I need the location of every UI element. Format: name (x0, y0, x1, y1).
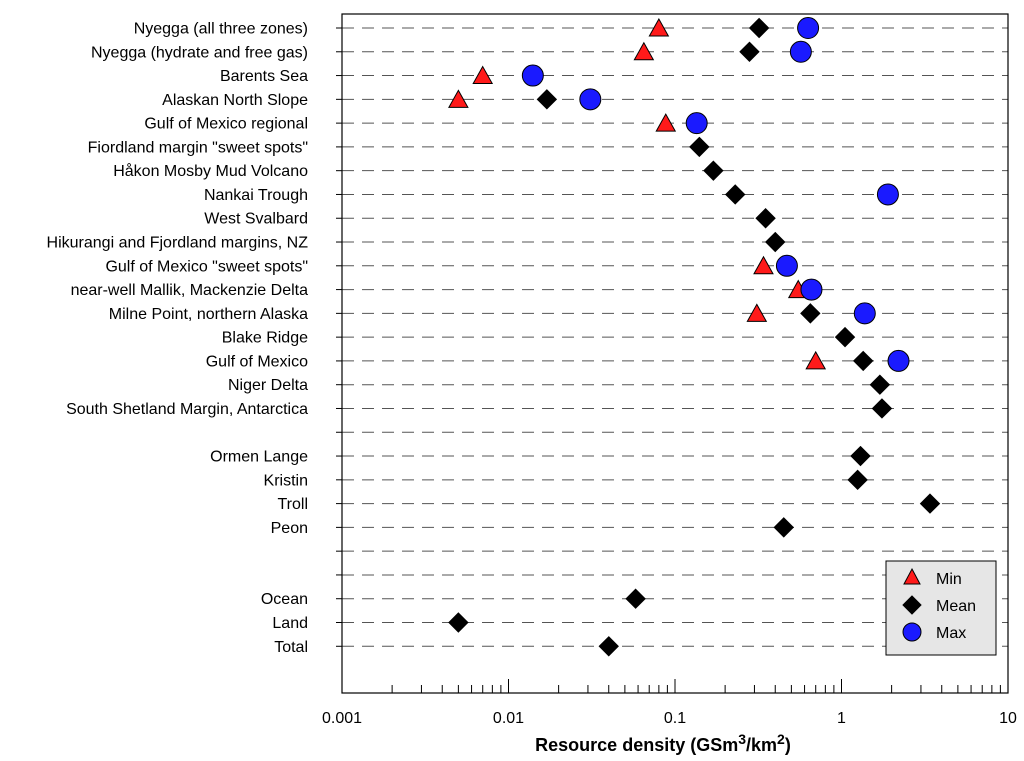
category-label: near-well Mallik, Mackenzie Delta (71, 282, 309, 299)
min-point (805, 350, 827, 370)
mean-point (725, 184, 746, 205)
min-point (448, 89, 469, 108)
mean-point (847, 469, 868, 491)
max-point (887, 349, 910, 372)
legend-max-label: Max (936, 625, 966, 642)
min-point (746, 303, 768, 322)
x-tick-label: 0.1 (664, 710, 686, 727)
max-point (800, 278, 823, 301)
max-point (789, 40, 812, 63)
min-point (655, 113, 677, 132)
category-label: Ocean (261, 591, 308, 608)
max-point (853, 302, 876, 325)
mean-point (748, 17, 770, 39)
min-point (472, 65, 494, 85)
mean-point (800, 303, 821, 324)
category-label: Nyegga (hydrate and free gas) (91, 44, 308, 61)
category-label: South Shetland Margin, Antarctica (66, 401, 308, 418)
legend-mean-icon (902, 595, 922, 615)
min-point (753, 255, 774, 275)
max-point (775, 254, 798, 277)
category-label: Gulf of Mexico regional (144, 116, 308, 133)
mean-point (689, 136, 710, 158)
max-point (521, 64, 544, 87)
category-label: Fiordland margin "sweet spots" (88, 139, 308, 156)
mean-point (755, 208, 776, 229)
category-label: Milne Point, northern Alaska (109, 306, 308, 323)
mean-point (536, 89, 558, 110)
category-label: Håkon Mosby Mud Volcano (113, 162, 308, 180)
category-labels: Nyegga (all three zones) Nyegga (hydrate … (47, 21, 309, 656)
x-axis-title: Resource density (GSm3/km2) (535, 731, 791, 755)
category-label: Troll (277, 496, 308, 513)
min-point (648, 17, 670, 37)
legend-min-icon (903, 567, 921, 585)
category-label: Gulf of Mexico "sweet spots" (105, 258, 308, 275)
max-point (797, 17, 820, 39)
data-markers (448, 17, 941, 657)
category-label: Niger Delta (228, 377, 308, 394)
category-label: Land (272, 615, 308, 632)
category-label: Gulf of Mexico (206, 353, 308, 370)
max-point (579, 88, 602, 111)
x-tick-label: 0.01 (493, 710, 524, 727)
mean-point (871, 398, 893, 419)
category-label: Blake Ridge (222, 330, 308, 347)
max-point (685, 112, 708, 135)
mean-point (850, 445, 871, 467)
category-label: Peon (271, 520, 308, 537)
mean-point (448, 612, 469, 633)
mean-point (834, 326, 856, 348)
legend-min-label: Min (936, 571, 962, 588)
mean-point (852, 350, 874, 372)
category-label: Hikurangi and Fjordland margins, NZ (47, 235, 309, 252)
max-point (876, 183, 899, 206)
category-label: Alaskan North Slope (162, 92, 308, 109)
x-tick-label: 0.001 (322, 710, 362, 727)
mean-point (739, 41, 760, 62)
grid-lines (342, 27, 1008, 647)
x-axis-ticks: 0.001 0.01 0.1 1 10 (322, 27, 1017, 727)
legend: Min Mean Max (885, 560, 997, 656)
category-label: Nyegga (all three zones) (134, 21, 308, 38)
mean-point (869, 374, 891, 395)
x-tick-label: 10 (999, 710, 1017, 727)
category-label: Kristin (264, 472, 308, 489)
x-tick-label: 1 (837, 710, 846, 727)
min-point (633, 41, 655, 61)
category-label: Nankai Trough (204, 187, 308, 204)
category-label: Total (274, 639, 308, 656)
category-label: Ormen Lange (210, 449, 308, 466)
legend-mean-label: Mean (936, 598, 976, 615)
category-label: West Svalbard (204, 211, 308, 228)
mean-point (625, 588, 646, 609)
mean-point (765, 231, 786, 253)
mean-point (598, 636, 619, 657)
mean-point (703, 160, 724, 181)
mean-point (773, 517, 794, 538)
legend-box (885, 560, 997, 656)
legend-max-icon (902, 622, 922, 642)
mean-point (919, 493, 941, 514)
category-label: Barents Sea (220, 68, 308, 85)
